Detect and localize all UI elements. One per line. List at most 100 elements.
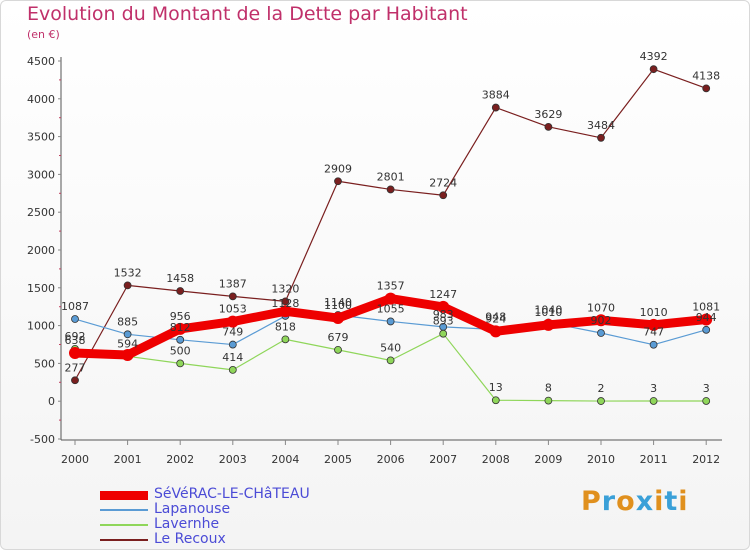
data-point xyxy=(544,122,553,131)
data-label: 818 xyxy=(275,320,296,333)
data-label: 1387 xyxy=(219,277,247,290)
y-tick-label: 4000 xyxy=(27,93,55,106)
data-point xyxy=(702,84,711,93)
data-label: 1087 xyxy=(61,300,89,313)
logo-letter: x xyxy=(635,486,655,517)
data-label: 1070 xyxy=(587,301,615,314)
data-point xyxy=(542,318,555,331)
data-point xyxy=(71,376,79,385)
data-label: 638 xyxy=(65,334,86,347)
data-point xyxy=(334,345,342,354)
data-label: 8 xyxy=(545,382,552,395)
proxiti-logo: Proxiti xyxy=(581,486,689,517)
data-label: 3629 xyxy=(534,108,562,121)
data-point xyxy=(597,397,605,405)
data-label: 902 xyxy=(591,314,612,327)
data-label: 1055 xyxy=(377,302,405,315)
data-label: 944 xyxy=(696,311,717,324)
data-point xyxy=(702,325,711,334)
y-tick-label: -500 xyxy=(30,433,55,446)
data-point xyxy=(437,300,450,313)
data-point xyxy=(281,297,290,306)
data-label: 414 xyxy=(222,351,243,364)
data-label: 812 xyxy=(170,321,191,334)
data-point xyxy=(647,318,660,331)
data-point xyxy=(226,315,239,328)
data-point xyxy=(597,329,605,337)
data-point xyxy=(176,335,185,344)
data-label: 1320 xyxy=(271,282,299,295)
x-tick-label: 2004 xyxy=(271,453,299,466)
data-point xyxy=(491,103,500,112)
x-tick-label: 2003 xyxy=(219,453,247,466)
data-point xyxy=(384,292,397,305)
x-tick-label: 2006 xyxy=(377,453,405,466)
data-point xyxy=(332,312,344,325)
logo-letter: o xyxy=(616,486,636,517)
data-label: 1053 xyxy=(219,303,247,316)
y-tick-label: 500 xyxy=(34,357,55,370)
y-tick-label: 2500 xyxy=(27,206,55,219)
logo-letter: r xyxy=(601,486,617,517)
legend-label: Le Recoux xyxy=(154,531,226,547)
legend-item-severac: SéVéRAC-LE-CHâTEAU xyxy=(100,486,400,503)
data-label: 747 xyxy=(643,326,664,339)
data-label: 749 xyxy=(222,326,243,339)
logo-letter: P xyxy=(581,486,602,517)
data-label: 1357 xyxy=(377,280,405,293)
data-label: 1040 xyxy=(534,304,562,317)
x-tick-label: 2011 xyxy=(640,453,668,466)
data-label: 2801 xyxy=(377,170,405,183)
data-label: 1010 xyxy=(534,306,562,319)
data-point xyxy=(489,325,502,338)
data-point xyxy=(386,185,395,194)
data-point xyxy=(279,305,292,318)
data-point xyxy=(649,65,658,74)
data-point xyxy=(544,396,553,405)
data-label: 1081 xyxy=(692,300,720,313)
data-point xyxy=(123,330,132,339)
x-tick-label: 2005 xyxy=(324,453,352,466)
data-point xyxy=(228,340,237,349)
data-label: 948 xyxy=(485,311,506,324)
data-label: 1140 xyxy=(324,296,352,309)
data-label: 1100 xyxy=(324,299,352,312)
data-label: 3 xyxy=(650,382,657,395)
data-point xyxy=(700,313,713,326)
data-label: 594 xyxy=(117,337,138,350)
data-point xyxy=(123,281,132,290)
legend-label: Lavernhe xyxy=(154,516,220,532)
data-point xyxy=(334,177,342,186)
data-label: 3484 xyxy=(587,119,615,132)
data-label: 679 xyxy=(328,331,349,344)
data-point xyxy=(281,335,290,344)
data-label: 893 xyxy=(433,315,454,328)
data-point xyxy=(649,397,658,405)
data-point xyxy=(69,346,81,359)
data-point xyxy=(386,356,395,365)
legend-label: SéVéRAC-LE-CHâTEAU xyxy=(154,486,310,502)
x-tick-label: 2009 xyxy=(534,453,562,466)
data-label: 4138 xyxy=(692,69,720,82)
data-point xyxy=(439,329,448,338)
logo-letter: i xyxy=(654,486,665,517)
data-label: 1247 xyxy=(429,288,457,301)
logo-letter: i xyxy=(678,486,689,517)
x-tick-label: 2001 xyxy=(114,453,142,466)
data-label: 277 xyxy=(65,361,86,374)
data-label: 885 xyxy=(117,315,138,328)
data-label: 2724 xyxy=(429,176,457,189)
data-label: 2 xyxy=(598,382,605,395)
legend-item-lavernhe: Lavernhe xyxy=(100,516,400,533)
data-label: 540 xyxy=(380,341,401,354)
data-point xyxy=(491,396,500,405)
logo-letter: t xyxy=(664,486,679,517)
data-point xyxy=(176,287,185,295)
x-tick-label: 2007 xyxy=(429,453,457,466)
legend-item-le-recoux: Le Recoux xyxy=(100,531,400,548)
data-point xyxy=(595,314,607,327)
data-point xyxy=(71,315,79,323)
data-label: 13 xyxy=(489,381,503,394)
y-tick-label: 4500 xyxy=(27,55,55,68)
